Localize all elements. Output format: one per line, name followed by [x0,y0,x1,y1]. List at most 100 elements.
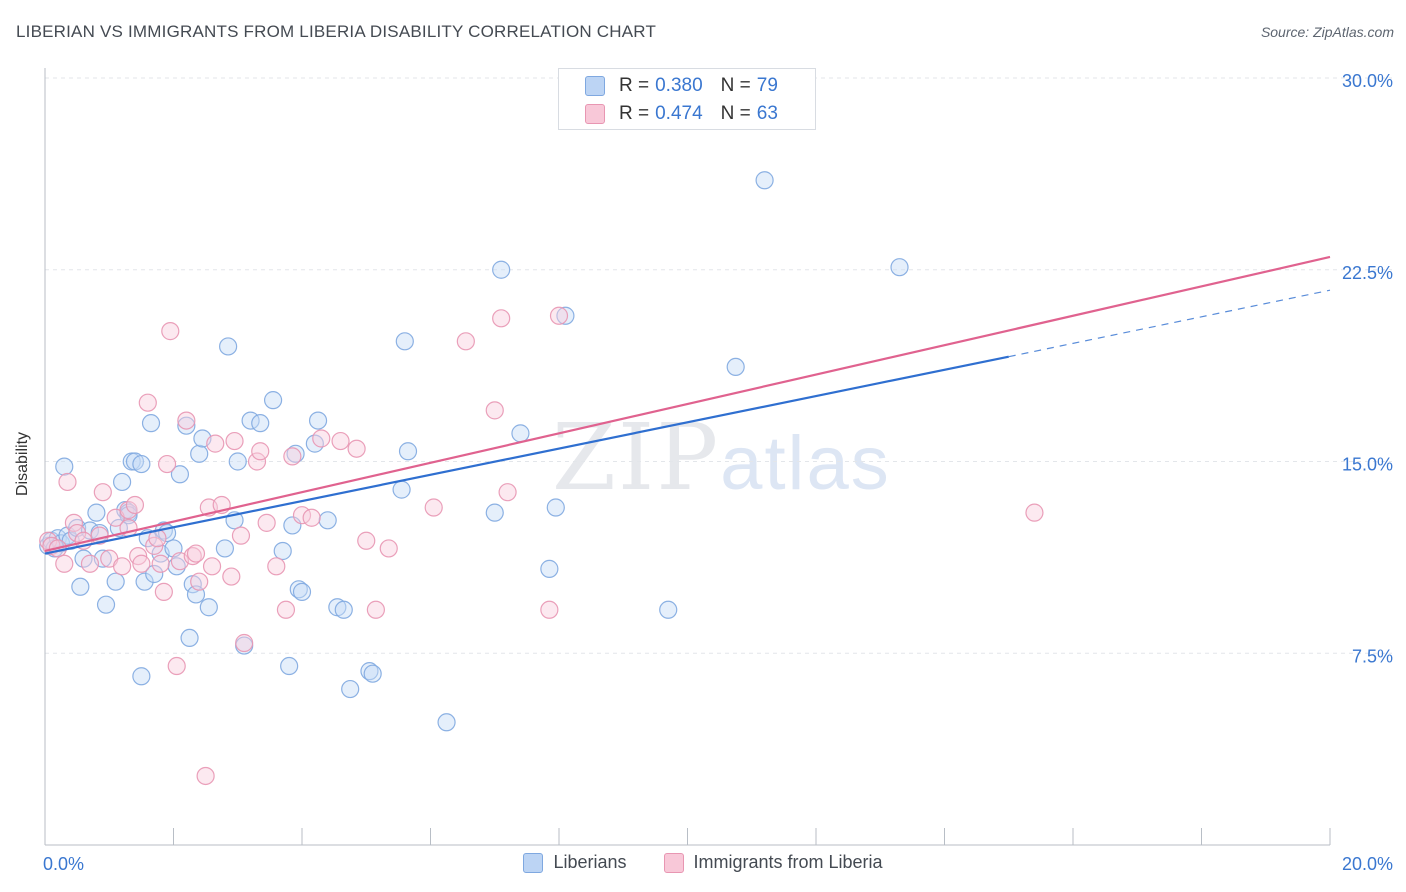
liberians-trend-line [44,355,1009,555]
immigrants-point [225,431,244,451]
liberians-point [145,564,164,584]
n-value: 79 [756,75,778,96]
immigrants-point [331,431,350,451]
immigrants-point [206,434,225,453]
immigrants-point [125,495,145,515]
immigrants-point [222,567,241,586]
liberians-point [273,541,292,561]
liberians-point [546,498,565,517]
immigrants-point [257,513,276,532]
r-value: 0.474 [655,103,703,124]
liberians-point [96,595,116,614]
immigrants-point [154,582,173,601]
immigrants-point [235,633,254,653]
immigrants-point [485,401,504,420]
immigrants-point [267,557,286,576]
immigrants-point [186,544,206,563]
immigrants-point [1025,503,1044,522]
immigrants-point [247,452,267,471]
n-label: N = [720,75,751,96]
liberians-point [437,713,456,732]
liberians-point [106,572,125,591]
liberians-point [360,662,379,681]
chart-title: LIBERIAN VS IMMIGRANTS FROM LIBERIA DISA… [16,22,657,41]
liberians-trend-extension [1008,289,1331,358]
immigrants-point [132,554,151,573]
liberians-point [540,559,559,578]
immigrants-point [347,439,366,458]
immigrants-point [231,526,251,545]
liberians-point [180,628,199,648]
immigrants-point [492,309,511,328]
immigrants-point [302,508,321,527]
immigrants-point [93,483,112,502]
liberians-point [755,171,774,190]
immigrants-point [80,554,100,573]
liberians-point [190,444,209,463]
liberians-point [132,454,151,474]
liberians-point [132,667,151,686]
stats-legend: R = 0.380 N = 79 R = 0.474 N = 63 [558,68,816,130]
immigrants-point [183,546,202,566]
liberians-point [286,444,305,463]
legend-item-immigrants[interactable]: Immigrants from Liberia [663,852,883,873]
y-tick-label: 7.5% [1352,646,1393,666]
immigrants-point [540,600,559,619]
liberians-point [292,582,312,601]
liberians-point [219,337,238,356]
liberians-point [392,480,411,499]
liberians-point [177,416,196,435]
legend-item-liberians[interactable]: Liberians [523,852,626,873]
liberians-point [141,414,161,433]
immigrants-point [190,572,209,591]
watermark-atlas: atlas [720,421,891,506]
liberians-point [289,580,308,599]
liberians-point [395,332,414,351]
liberians-point [485,503,504,522]
liberians-point [308,411,328,430]
liberians-point [170,465,190,484]
immigrants-point [151,554,170,573]
y-tick-label: 30.0% [1342,71,1393,91]
immigrants-point [276,600,296,619]
liberians-point [199,598,218,617]
immigrants-point [202,557,222,576]
immigrants-point [58,472,77,492]
liberians-point [511,424,530,443]
liberians-swatch [585,76,605,96]
immigrants-point [366,600,385,619]
immigrants-point [64,513,84,532]
immigrants-point [157,454,177,474]
n-label: N = [720,103,751,124]
liberians-point [87,503,106,522]
liberians-point [556,306,575,325]
immigrants-point [424,498,443,517]
y-tick-label: 22.5% [1342,263,1393,283]
liberians-point [215,539,234,558]
liberians-point [55,457,74,476]
legend-label: Liberians [553,852,627,872]
liberians-point [659,600,678,619]
r-label: R = [619,75,650,96]
immigrants-point [379,539,398,558]
r-value: 0.380 [655,75,703,96]
legend-swatch-pink [663,852,684,873]
liberians-point [318,511,337,530]
x-tick-label: 20.0% [1342,854,1393,874]
stats-row-immigrants: R = 0.474 N = 63 [585,101,778,127]
liberians-point [71,577,90,596]
liberians-point [251,414,270,433]
immigrants-point [456,332,475,351]
immigrants-point [498,483,517,502]
liberians-point [280,656,299,676]
immigrants-point [161,322,180,341]
immigrants-point [312,429,331,448]
immigrants-trend-line [44,255,1331,553]
liberians-point [492,260,511,279]
liberians-point [263,391,283,410]
liberians-point [398,442,418,461]
stats-row-liberians: R = 0.380 N = 79 [585,73,778,99]
immigrants-point [167,656,186,676]
bottom-legend: Liberians Immigrants from Liberia [0,852,1406,878]
x-tick-label: 0.0% [43,854,84,874]
